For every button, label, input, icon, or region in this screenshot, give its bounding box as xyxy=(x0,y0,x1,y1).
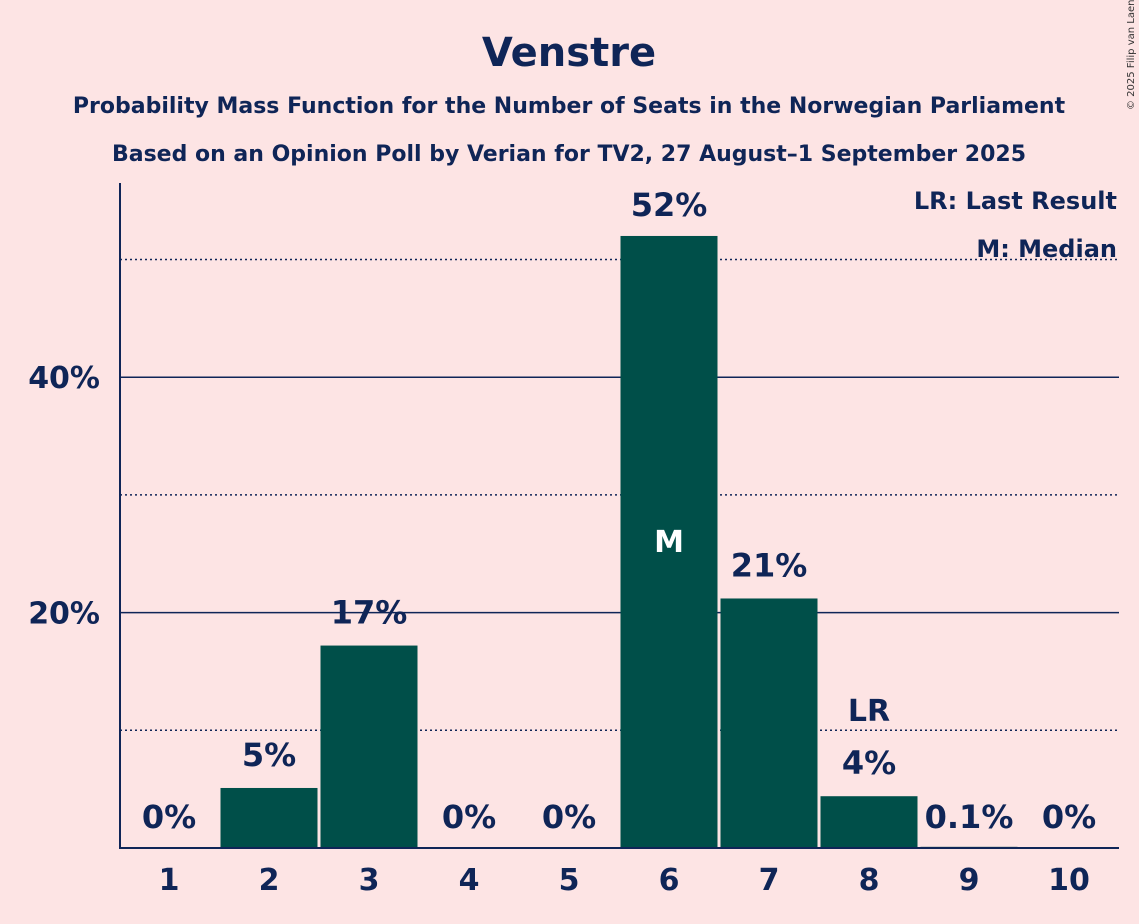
x-tick-2: 2 xyxy=(259,863,280,898)
bar-seat-8 xyxy=(820,796,918,848)
chart-subtitle-2: Based on an Opinion Poll by Verian for T… xyxy=(112,142,1026,167)
x-tick-labels: 1 2 3 4 5 6 7 8 9 10 xyxy=(159,863,1090,898)
x-tick-7: 7 xyxy=(759,863,780,898)
data-label-seat-9: 0.1% xyxy=(925,798,1014,836)
x-tick-9: 9 xyxy=(959,863,980,898)
bar-seat-6 xyxy=(620,235,718,848)
legend-last-result: LR: Last Result xyxy=(914,187,1117,215)
markers: M LR xyxy=(654,525,890,729)
y-tick-labels: 20% 40% xyxy=(28,361,100,631)
data-label-seat-8: 4% xyxy=(842,744,896,782)
data-label-seat-10: 0% xyxy=(1042,798,1096,836)
data-labels: 0% 5% 17% 0% 0% 52% 21% 4% 0.1% 0% xyxy=(142,186,1096,836)
copyright-notice: © 2025 Filip van Laenen xyxy=(1126,0,1137,110)
bar-seat-7 xyxy=(720,598,818,848)
data-label-seat-7: 21% xyxy=(731,546,808,584)
x-tick-1: 1 xyxy=(159,863,180,898)
x-tick-4: 4 xyxy=(459,863,480,898)
bar-seat-3 xyxy=(320,645,418,848)
y-tick-40: 40% xyxy=(28,361,100,396)
data-label-seat-2: 5% xyxy=(242,736,296,774)
y-tick-20: 20% xyxy=(28,597,100,632)
data-label-seat-3: 17% xyxy=(331,594,408,632)
x-tick-10: 10 xyxy=(1048,863,1090,898)
median-marker: M xyxy=(654,525,684,560)
x-tick-5: 5 xyxy=(559,863,580,898)
bars xyxy=(220,235,1018,848)
data-label-seat-5: 0% xyxy=(542,798,596,836)
x-tick-6: 6 xyxy=(659,863,680,898)
data-label-seat-6: 52% xyxy=(631,186,708,224)
x-tick-8: 8 xyxy=(859,863,880,898)
legend-median: M: Median xyxy=(976,235,1117,263)
last-result-marker: LR xyxy=(848,694,890,729)
gridlines xyxy=(120,258,1119,732)
chart-subtitle-1: Probability Mass Function for the Number… xyxy=(73,94,1066,119)
data-label-seat-1: 0% xyxy=(142,798,196,836)
data-label-seat-4: 0% xyxy=(442,798,496,836)
bar-seat-2 xyxy=(220,787,318,848)
x-tick-3: 3 xyxy=(359,863,380,898)
chart-title: Venstre xyxy=(482,30,656,76)
